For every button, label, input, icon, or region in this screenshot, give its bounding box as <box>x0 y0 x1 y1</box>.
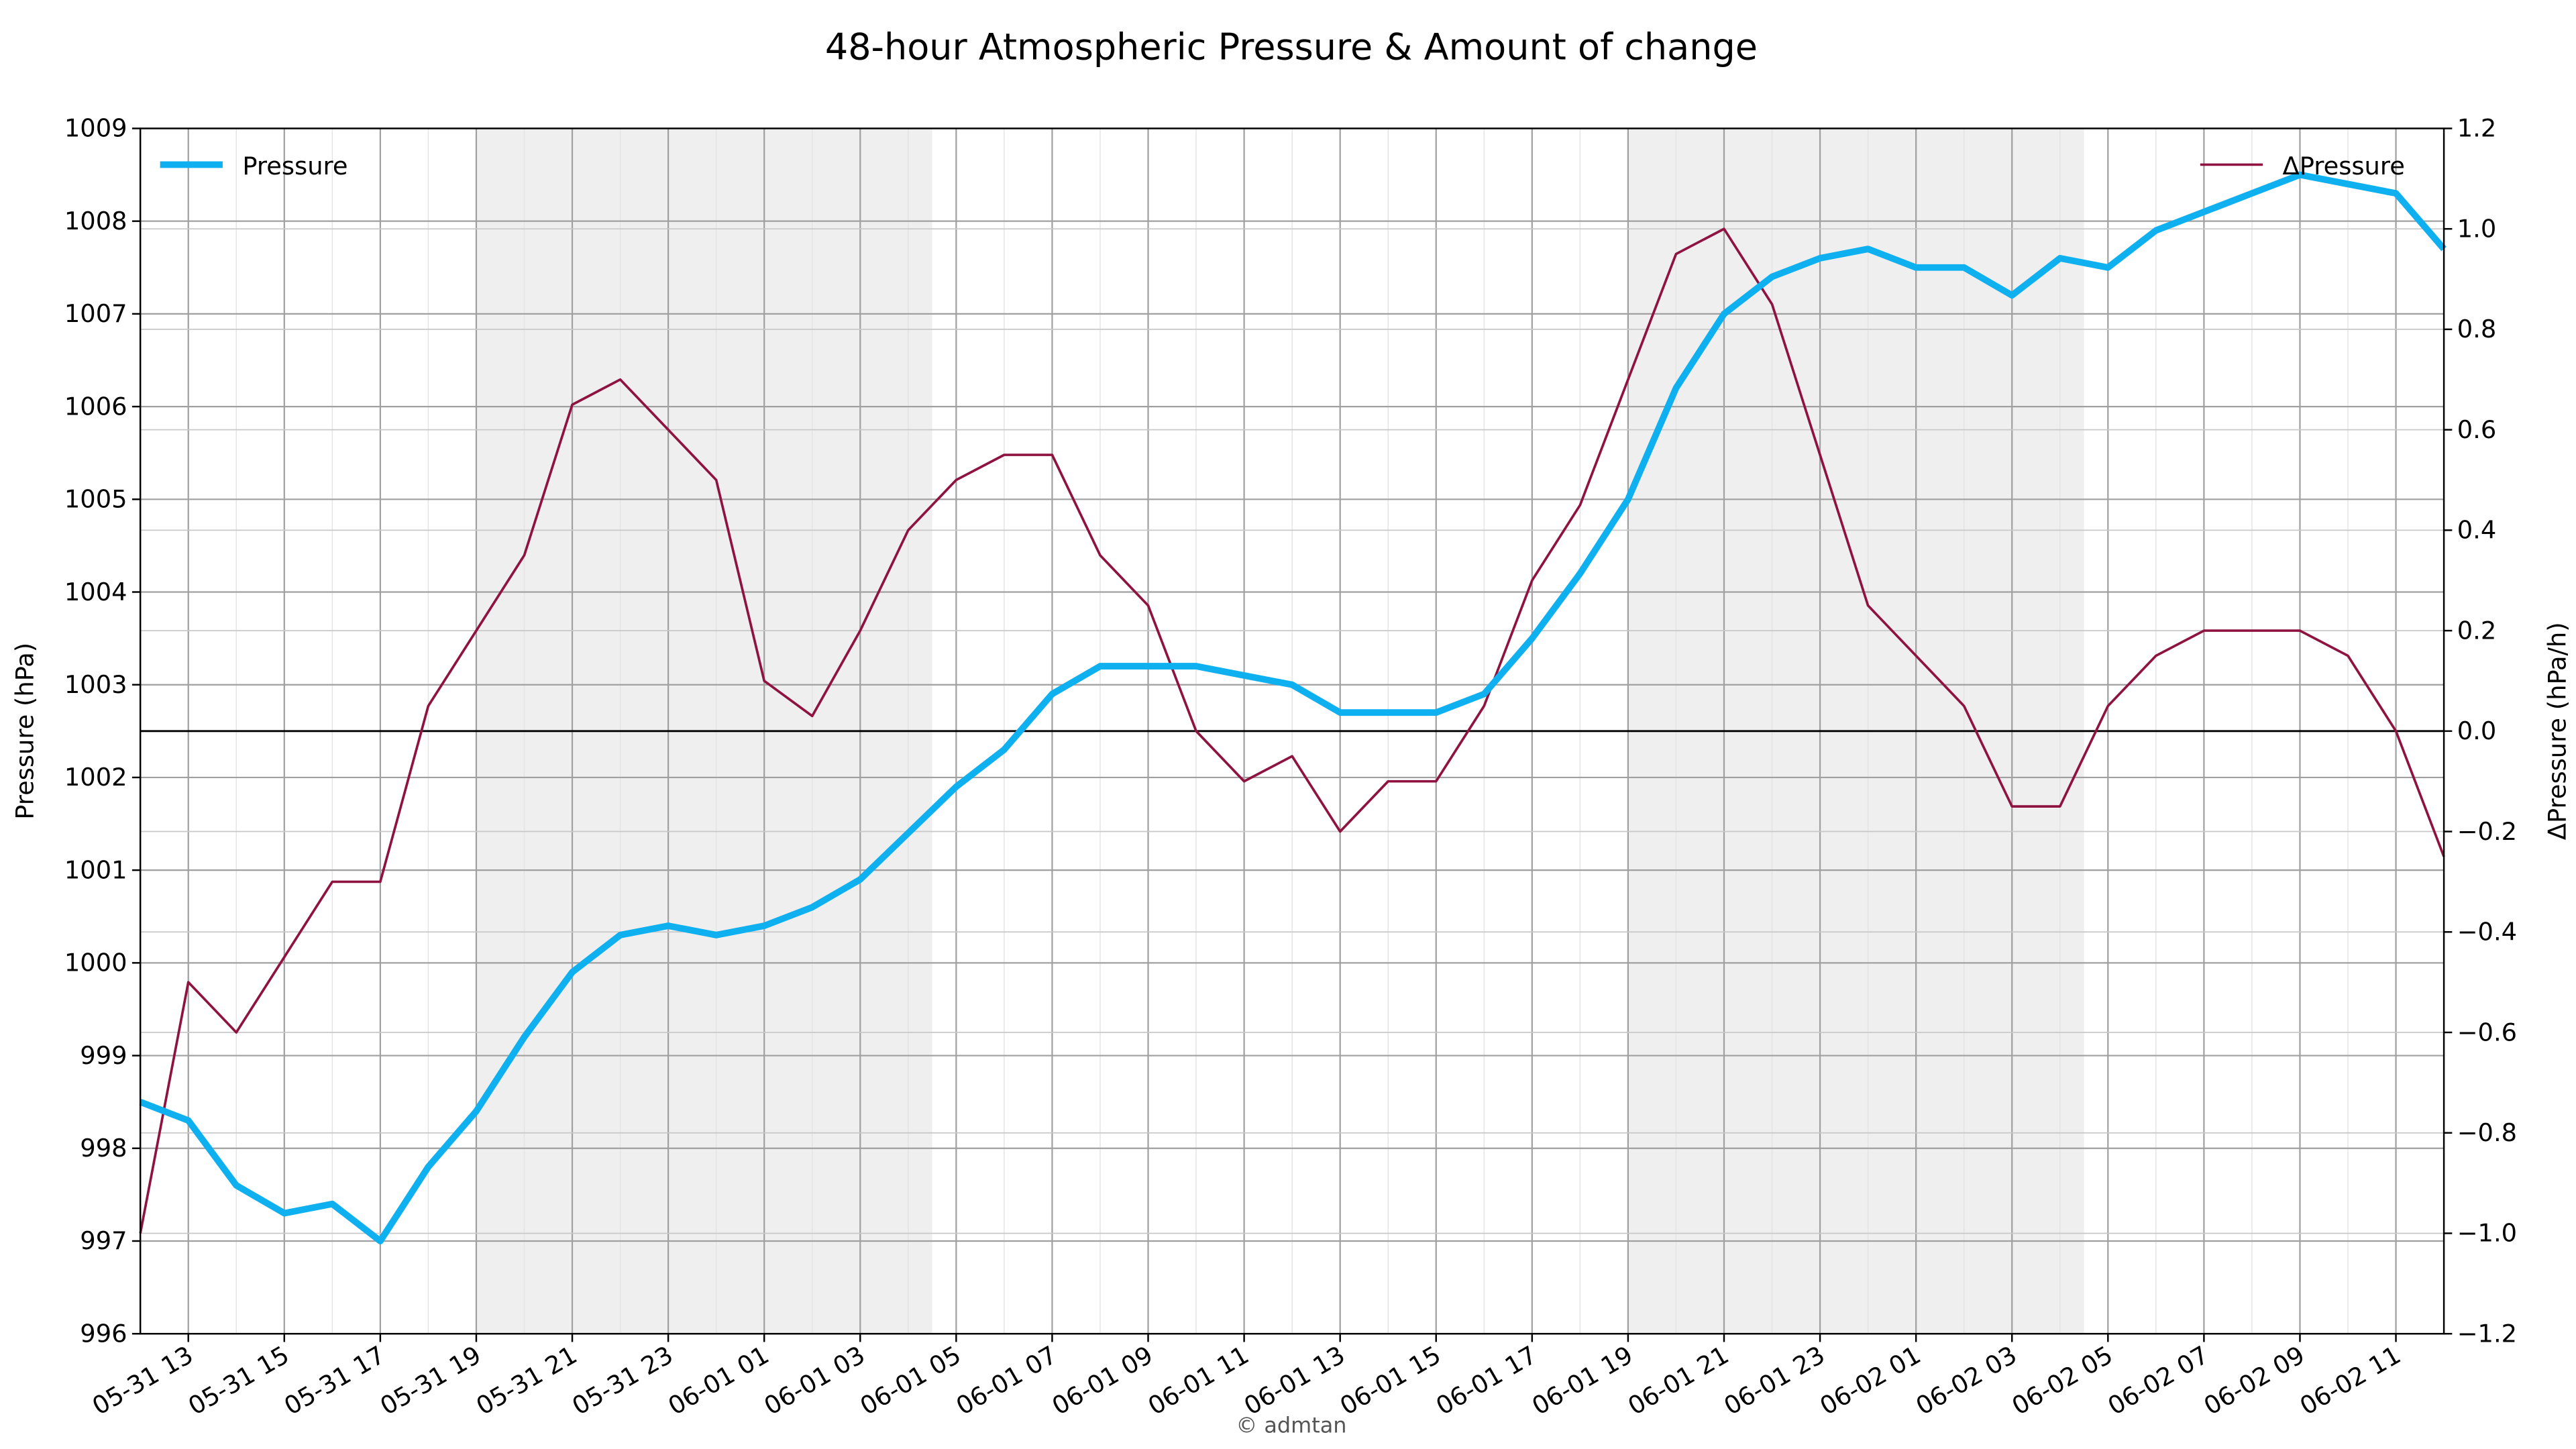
x-tick-label: 05-31 19 <box>375 1340 486 1421</box>
y2-tick-label: −0.6 <box>2457 1018 2517 1046</box>
x-tick-label: 06-02 09 <box>2199 1340 2310 1421</box>
y-tick-label: 1003 <box>64 670 127 699</box>
y2-tick-label: 1.2 <box>2457 114 2497 143</box>
x-tick-label: 06-01 03 <box>759 1340 870 1421</box>
series-line <box>139 171 2447 1244</box>
y-tick-label: 1006 <box>64 392 127 421</box>
plot-frame <box>139 127 2445 1335</box>
y2-tick-label: 0.2 <box>2457 616 2497 645</box>
y2-tick-label: 0.4 <box>2457 516 2497 545</box>
y2-tick-label: −0.8 <box>2457 1118 2517 1147</box>
x-tick-label: 06-01 07 <box>951 1340 1062 1421</box>
x-tick-label: 05-31 13 <box>87 1340 198 1421</box>
y2-tick-label: 0.6 <box>2457 415 2497 444</box>
y-tick-label: 996 <box>80 1319 127 1348</box>
x-tick-label: 06-01 09 <box>1047 1340 1158 1421</box>
x-tick-label: 06-01 21 <box>1623 1340 1734 1421</box>
x-tick-label: 06-01 01 <box>663 1340 774 1421</box>
y2-tick-label: 0.8 <box>2457 315 2497 343</box>
watermark: © admtan <box>1236 1412 1346 1438</box>
y2-tick-label: 1.0 <box>2457 214 2497 243</box>
y-tick-label: 1002 <box>64 763 127 792</box>
y-axis-label: Pressure (hPa) <box>11 643 40 820</box>
y-tick-label: 1007 <box>64 299 127 328</box>
x-tick-label: 06-01 13 <box>1239 1340 1350 1421</box>
x-tick-label: 05-31 17 <box>279 1340 390 1421</box>
y-tick-label: 999 <box>80 1041 127 1070</box>
y2-axis-label: ΔPressure (hPa/h) <box>2543 622 2572 840</box>
y2-tick-label: 0.0 <box>2457 716 2497 745</box>
x-tick-label: 05-31 21 <box>472 1340 582 1421</box>
y-tick-label: 998 <box>80 1134 127 1163</box>
y2-tick-label: −0.4 <box>2457 918 2517 947</box>
x-tick-label: 06-01 15 <box>1335 1340 1446 1421</box>
y-tick-label: 1008 <box>64 207 127 235</box>
y-tick-label: 1005 <box>64 485 127 514</box>
x-tick-label: 06-02 01 <box>1815 1340 1926 1421</box>
y-tick-label: 1009 <box>64 114 127 143</box>
y2-tick-label: −1.2 <box>2457 1319 2517 1348</box>
x-tick-label: 05-31 15 <box>183 1340 294 1421</box>
y-tick-label: 1000 <box>64 949 127 977</box>
x-tick-label: 05-31 23 <box>568 1340 678 1421</box>
series-line <box>139 227 2445 1234</box>
x-tick-label: 06-02 07 <box>2103 1340 2214 1421</box>
x-tick-label: 06-01 11 <box>1143 1340 1254 1421</box>
x-tick-label: 06-01 23 <box>1719 1340 1830 1421</box>
chart-title: 48-hour Atmospheric Pressure & Amount of… <box>825 25 1758 68</box>
x-tick-label: 06-01 05 <box>855 1340 966 1421</box>
x-tick-label: 06-02 11 <box>2295 1340 2406 1421</box>
y-tick-label: 1001 <box>64 855 127 884</box>
x-tick-label: 06-01 19 <box>1527 1340 1638 1421</box>
y2-tick-label: −1.0 <box>2457 1219 2517 1248</box>
y2-tick-label: −0.2 <box>2457 817 2517 846</box>
legend-label: ΔPressure <box>2283 152 2405 180</box>
y-tick-label: 997 <box>80 1226 127 1255</box>
legend-label: Pressure <box>242 152 347 180</box>
x-tick-label: 06-02 03 <box>1911 1340 2022 1421</box>
x-tick-label: 06-01 17 <box>1431 1340 1542 1421</box>
x-tick-label: 06-02 05 <box>2007 1340 2118 1421</box>
y-tick-label: 1004 <box>64 578 127 606</box>
